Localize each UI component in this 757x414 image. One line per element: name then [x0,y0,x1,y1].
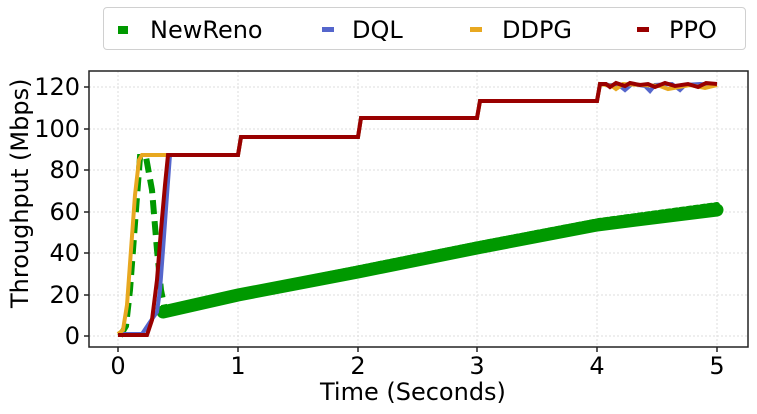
x-tick-label: 3 [469,352,485,380]
y-tick-label: 40 [49,239,80,267]
axes-frame [88,70,749,348]
y-axis-label: Throughput (Mbps) [6,78,34,308]
y-tick-label: 20 [49,281,80,309]
y-tick-label: 120 [34,73,80,101]
legend-label: NewReno [150,15,263,44]
legend-item-ddpg: DDPG [470,8,572,51]
series-ppo [118,80,718,337]
x-tick-label: 2 [350,352,366,380]
legend-item-ppo: PPO [637,8,717,51]
dql-swatch-icon [322,27,334,32]
y-tick-label: 0 [64,322,80,350]
series-newreno [117,154,724,338]
chart-legend: NewReno DQL DDPG PPO [103,7,746,50]
y-tick-label: 60 [49,198,80,226]
newreno-swatch-icon [118,25,128,34]
legend-label: PPO [669,15,717,44]
ddpg-swatch-icon [470,27,482,32]
x-tick-label: 4 [589,352,605,380]
x-tick-label: 0 [110,352,126,380]
legend-label: DQL [352,15,403,44]
legend-item-newreno: NewReno [118,8,263,51]
x-tick-label: 1 [230,352,246,380]
x-tick-label: 5 [709,352,725,380]
y-tick-label: 100 [34,115,80,143]
legend-item-dql: DQL [322,8,403,51]
axis-ticks [84,86,718,352]
x-axis-label: Time (Seconds) [320,378,506,406]
y-tick-label: 80 [49,156,80,184]
legend-label: DDPG [502,15,573,44]
ppo-swatch-icon [637,27,649,32]
grid-lines [89,71,748,347]
